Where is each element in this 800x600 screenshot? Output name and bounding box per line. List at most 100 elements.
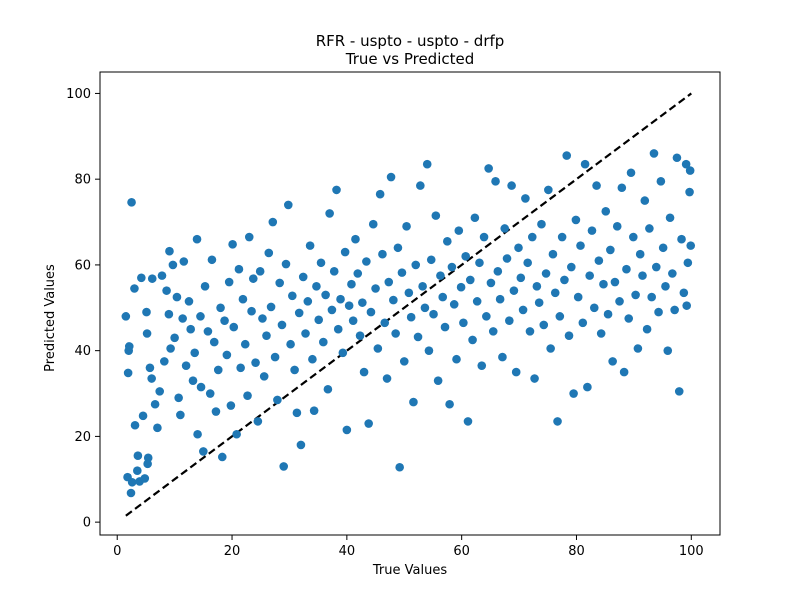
data-point [452, 354, 461, 364]
data-points [121, 149, 696, 498]
data-point [599, 279, 608, 289]
data-point [495, 294, 505, 304]
data-point [303, 297, 313, 306]
data-point [279, 462, 289, 471]
data-point [507, 181, 516, 190]
data-point [127, 477, 137, 487]
reference-line-group [125, 92, 692, 517]
data-point [573, 292, 583, 302]
data-point [484, 164, 493, 173]
data-point [521, 194, 530, 203]
data-point [617, 183, 627, 193]
data-point [422, 159, 432, 169]
data-point [553, 417, 562, 426]
data-point [633, 344, 643, 353]
data-point [431, 211, 441, 220]
data-point [589, 303, 599, 313]
chart-subtitle: True vs Predicted [345, 50, 475, 68]
data-point [373, 344, 383, 353]
data-point [477, 361, 487, 370]
data-point [413, 332, 423, 342]
data-point [509, 286, 519, 295]
data-point [420, 303, 430, 313]
data-point [192, 234, 202, 244]
data-point [232, 429, 241, 439]
y-tick-label: 100 [66, 87, 91, 102]
y-tick-label: 20 [74, 430, 91, 445]
data-point [429, 309, 438, 319]
data-point [459, 318, 468, 328]
data-point [438, 292, 448, 302]
data-point [199, 447, 208, 456]
data-point [157, 271, 167, 280]
data-point [544, 185, 553, 195]
x-tick-label: 60 [453, 544, 470, 559]
data-point [316, 258, 326, 268]
data-point [140, 474, 150, 483]
data-point [488, 327, 498, 336]
data-point [389, 295, 398, 305]
data-point [472, 297, 482, 306]
data-point [682, 301, 691, 310]
data-point [645, 224, 654, 233]
data-point [585, 271, 594, 280]
data-point [368, 219, 378, 229]
data-point [319, 337, 328, 347]
data-point [624, 314, 634, 323]
data-point [213, 365, 223, 375]
data-point [266, 302, 276, 312]
data-point [234, 264, 244, 274]
x-tick-label: 100 [679, 544, 704, 559]
data-point [382, 374, 392, 383]
data-point [216, 303, 225, 313]
y-axis-label: Predicted Values [43, 264, 58, 372]
data-point [364, 419, 373, 428]
data-point [375, 189, 385, 199]
data-point [336, 294, 345, 304]
data-point [338, 348, 348, 358]
data-point [342, 425, 352, 435]
data-point [277, 320, 287, 330]
data-point [619, 367, 629, 377]
data-point [539, 320, 549, 330]
data-point [493, 267, 503, 276]
data-point [172, 292, 182, 302]
data-point [479, 232, 489, 242]
data-point [224, 277, 234, 287]
data-point [449, 300, 459, 309]
data-point [445, 399, 454, 409]
x-axis-label: True Values [372, 563, 447, 578]
data-point [294, 308, 304, 318]
data-point [436, 271, 445, 280]
data-point [142, 307, 151, 317]
data-point [262, 331, 271, 340]
data-point [440, 322, 450, 332]
data-point [181, 361, 191, 370]
data-point [298, 272, 308, 282]
data-point [594, 256, 604, 265]
data-point [651, 262, 661, 272]
x-ticks: 0 20 40 60 80 100 [113, 535, 704, 559]
data-point [253, 417, 263, 426]
data-point [248, 274, 258, 283]
data-point [168, 260, 178, 270]
data-point [259, 372, 269, 381]
data-point [290, 365, 299, 375]
data-point [642, 324, 652, 334]
y-ticks: 0 20 40 60 80 100 [66, 87, 100, 531]
data-point [147, 374, 156, 383]
data-point [672, 153, 682, 163]
x-tick-label: 20 [224, 544, 241, 559]
data-point [142, 329, 152, 338]
data-point [498, 352, 507, 362]
data-point [329, 267, 339, 276]
data-point [393, 243, 403, 253]
data-point [308, 354, 317, 364]
data-point [344, 301, 354, 310]
data-point [133, 451, 143, 460]
data-point [386, 172, 396, 182]
data-point [321, 290, 330, 300]
data-point [640, 196, 650, 205]
data-point [578, 318, 588, 328]
data-point [123, 368, 133, 378]
